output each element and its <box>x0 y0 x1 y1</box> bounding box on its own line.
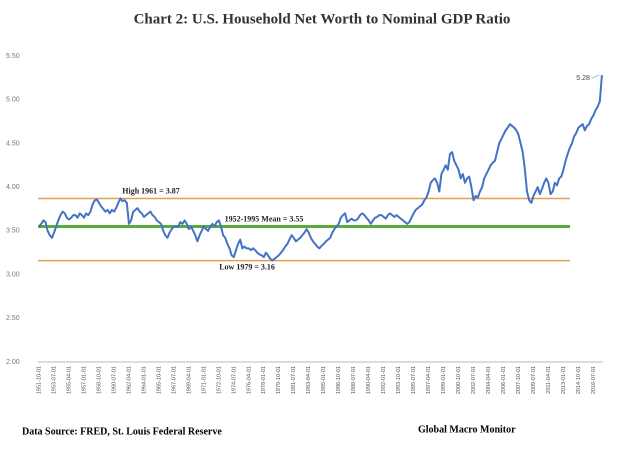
x-tick-label: 1958-10-01 <box>96 366 102 394</box>
x-tick-label: 1962-04-01 <box>126 366 132 394</box>
x-tick-label: 1979-10-01 <box>276 366 282 394</box>
x-tick-label: 1974-07-01 <box>231 366 237 394</box>
y-tick-label: 4.50 <box>6 140 20 147</box>
x-tick-label: 2016-07-01 <box>591 366 597 394</box>
x-tick-label: 1978-01-01 <box>261 366 267 394</box>
y-tick-label: 3.00 <box>6 271 20 278</box>
y-tick-label: 5.50 <box>6 53 20 60</box>
series-line <box>38 75 603 262</box>
x-tick-label: 2011-04-01 <box>546 366 552 394</box>
x-tick-label: 1988-07-01 <box>351 366 357 394</box>
reference-label: Low 1979 = 3.16 <box>219 262 275 271</box>
x-tick-label: 1957-01-01 <box>81 366 87 394</box>
x-tick-label: 1990-04-01 <box>366 366 372 394</box>
x-tick-label: 2013-01-01 <box>561 366 567 394</box>
reference-label: 1952-1995 Mean = 3.55 <box>225 214 304 223</box>
x-tick-label: 1953-07-01 <box>52 366 58 394</box>
credit: Global Macro Monitor <box>418 424 516 435</box>
x-tick-label: 1985-01-01 <box>321 366 327 394</box>
y-tick-label: 2.50 <box>6 315 20 322</box>
x-tick-label: 1960-07-01 <box>111 366 117 394</box>
x-tick-label: 2000-10-01 <box>456 366 462 394</box>
x-tick-label: 1992-01-01 <box>381 366 387 394</box>
source: Data Source: FRED, St. Louis Federal Res… <box>22 426 222 437</box>
y-tick-label: 3.50 <box>6 228 20 235</box>
x-tick-label: 1976-04-01 <box>246 366 252 394</box>
x-tick-label: 1986-10-01 <box>336 366 342 394</box>
x-tick-label: 2009-07-01 <box>531 366 537 394</box>
y-tick-label: 4.00 <box>6 184 20 191</box>
x-tick-label: 2006-01-01 <box>501 366 507 394</box>
x-tick-label: 1971-01-01 <box>201 366 207 394</box>
x-tick-label: 2004-04-01 <box>486 366 492 394</box>
x-tick-label: 2014-10-01 <box>576 366 582 394</box>
x-tick-label: 1981-07-01 <box>291 366 297 394</box>
leader-line <box>591 74 600 79</box>
x-tick-label: 1972-10-01 <box>216 366 222 394</box>
x-tick-label: 1967-07-01 <box>171 366 177 394</box>
x-tick-label: 1964-01-01 <box>141 366 147 394</box>
x-tick-label: 2002-07-01 <box>471 366 477 394</box>
x-tick-label: 1983-04-01 <box>306 366 312 394</box>
chart-title: Chart 2: U.S. Household Net Worth to Nom… <box>134 11 511 27</box>
x-tick-label: 1993-10-01 <box>396 366 402 394</box>
x-tick-label: 1997-04-01 <box>426 366 432 394</box>
x-tick-label: 1965-10-01 <box>156 366 162 394</box>
x-tick-label: 1951-10-01 <box>37 366 43 394</box>
y-tick-label: 2.00 <box>6 359 20 366</box>
x-tick-label: 1995-07-01 <box>411 366 417 394</box>
end-value-label: 5.28 <box>576 75 590 82</box>
y-tick-label: 5.00 <box>6 97 20 104</box>
x-tick-label: 1969-04-01 <box>186 366 192 394</box>
x-tick-label: 1955-04-01 <box>66 366 72 394</box>
x-tick-label: 1999-01-01 <box>441 366 447 394</box>
reference-label: High 1961 = 3.87 <box>122 186 179 195</box>
x-tick-label: 2007-10-01 <box>516 366 522 394</box>
